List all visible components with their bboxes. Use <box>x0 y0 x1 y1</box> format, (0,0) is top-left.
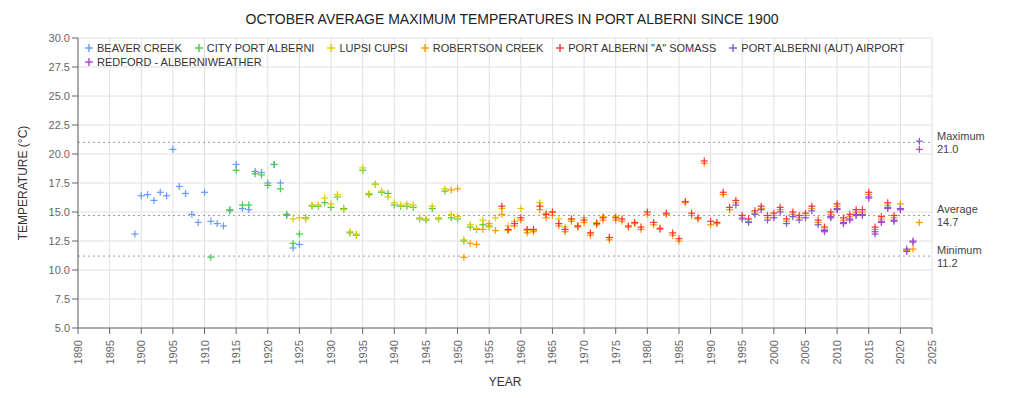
svg-text:1900: 1900 <box>135 340 147 364</box>
svg-text:1995: 1995 <box>736 340 748 364</box>
svg-text:1945: 1945 <box>420 340 432 364</box>
svg-text:Maximum: Maximum <box>937 130 985 142</box>
svg-text:2015: 2015 <box>863 340 875 364</box>
svg-text:1990: 1990 <box>705 340 717 364</box>
svg-text:14.7: 14.7 <box>937 216 958 228</box>
svg-text:1975: 1975 <box>610 340 622 364</box>
svg-text:7.5: 7.5 <box>55 293 70 305</box>
svg-text:15.0: 15.0 <box>49 206 70 218</box>
html-text:CITY PORT ALBERNI: CITY PORT ALBERNI <box>206 42 315 54</box>
svg-text:1985: 1985 <box>673 340 685 364</box>
svg-text:2005: 2005 <box>799 340 811 364</box>
svg-text:25.0: 25.0 <box>49 90 70 102</box>
svg-text:22.5: 22.5 <box>49 119 70 131</box>
svg-text:1890: 1890 <box>72 340 84 364</box>
svg-text:1970: 1970 <box>578 340 590 364</box>
svg-text:1955: 1955 <box>483 340 495 364</box>
svg-text:1920: 1920 <box>262 340 274 364</box>
svg-text:1965: 1965 <box>546 340 558 364</box>
svg-text:1895: 1895 <box>104 340 116 364</box>
html-text:LUPSI CUPSI: LUPSI CUPSI <box>339 42 408 54</box>
svg-text:27.5: 27.5 <box>49 61 70 73</box>
svg-text:12.5: 12.5 <box>49 235 70 247</box>
svg-text:1925: 1925 <box>293 340 305 364</box>
svg-text:10.0: 10.0 <box>49 264 70 276</box>
svg-text:20.0: 20.0 <box>49 148 70 160</box>
svg-text:1905: 1905 <box>167 340 179 364</box>
svg-text:1935: 1935 <box>357 340 369 364</box>
svg-text:Average: Average <box>937 203 978 215</box>
html-text:OCTOBER AVERAGE MAXIMUM TEMPER: OCTOBER AVERAGE MAXIMUM TEMPERATURES IN … <box>245 11 779 27</box>
svg-text:Minimum: Minimum <box>937 244 982 256</box>
svg-text:2025: 2025 <box>926 340 938 364</box>
svg-text:5.0: 5.0 <box>55 322 70 334</box>
svg-text:2010: 2010 <box>831 340 843 364</box>
svg-text:17.5: 17.5 <box>49 177 70 189</box>
svg-text:2000: 2000 <box>768 340 780 364</box>
svg-text:2020: 2020 <box>894 340 906 364</box>
svg-text:30.0: 30.0 <box>49 32 70 44</box>
html-text:REDFORD - ALBERNIWEATHER: REDFORD - ALBERNIWEATHER <box>97 56 262 68</box>
svg-text:1950: 1950 <box>452 340 464 364</box>
html-text:PORT ALBERNI "A" SOMASS: PORT ALBERNI "A" SOMASS <box>568 42 717 54</box>
html-text:ROBERTSON CREEK: ROBERTSON CREEK <box>432 42 544 54</box>
svg-text:TEMPERATURE (°C): TEMPERATURE (°C) <box>16 126 30 241</box>
svg-text:11.2: 11.2 <box>937 257 958 269</box>
svg-text:YEAR: YEAR <box>489 375 522 389</box>
html-text:PORT ALBERNI (AUT) AIRPORT: PORT ALBERNI (AUT) AIRPORT <box>741 42 905 54</box>
svg-text:21.0: 21.0 <box>937 143 958 155</box>
html-text:BEAVER CREEK: BEAVER CREEK <box>97 42 182 54</box>
svg-text:1910: 1910 <box>199 340 211 364</box>
svg-text:1960: 1960 <box>515 340 527 364</box>
svg-text:1940: 1940 <box>388 340 400 364</box>
svg-text:1930: 1930 <box>325 340 337 364</box>
svg-text:1980: 1980 <box>641 340 653 364</box>
svg-text:1915: 1915 <box>230 340 242 364</box>
